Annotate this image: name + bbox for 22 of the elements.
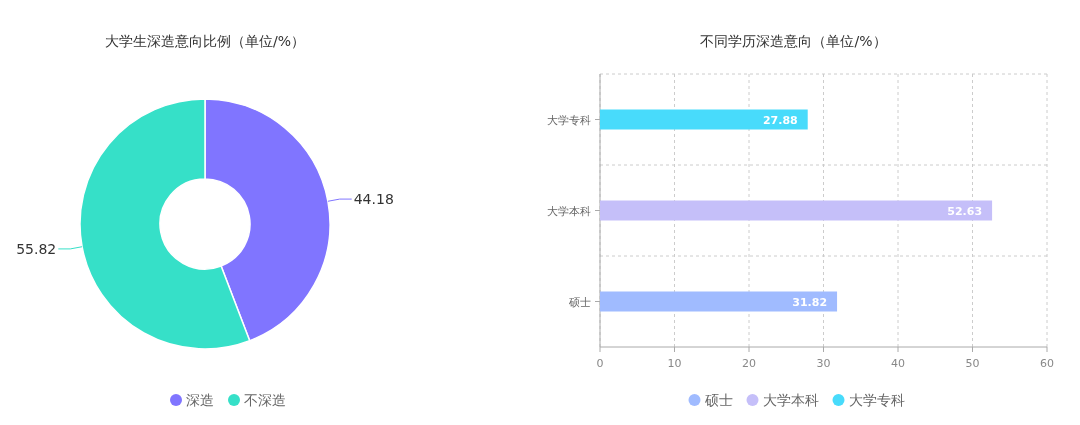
y-tick-label: 大学本科 xyxy=(547,204,591,218)
x-tick-label: 20 xyxy=(742,357,756,370)
legend-label: 大学本科 xyxy=(762,392,819,408)
legend-label: 深造 xyxy=(186,392,214,408)
x-tick-label: 10 xyxy=(667,357,682,370)
chart-title: 大学生深造意向比例（单位/%） xyxy=(104,33,306,49)
data-label: 31.82 xyxy=(792,295,828,309)
x-tick-label: 40 xyxy=(891,357,905,370)
legend-label: 不深造 xyxy=(244,392,286,408)
data-label: 55.82 xyxy=(16,240,57,257)
data-label: 44.18 xyxy=(353,191,394,208)
legend-label: 硕士 xyxy=(703,392,733,408)
x-tick-label: 60 xyxy=(1040,357,1054,370)
y-tick-label: 大学专科 xyxy=(547,113,591,127)
x-tick-label: 50 xyxy=(965,357,980,370)
x-tick-label: 30 xyxy=(816,357,831,370)
y-tick-label: 硕士 xyxy=(568,295,591,309)
chart-title: 不同学历深造意向（单位/%） xyxy=(700,33,887,49)
x-tick-label: 0 xyxy=(596,357,604,370)
legend-label: 大学专科 xyxy=(848,392,905,408)
data-label: 27.88 xyxy=(762,113,798,127)
data-label: 52.63 xyxy=(947,204,983,218)
